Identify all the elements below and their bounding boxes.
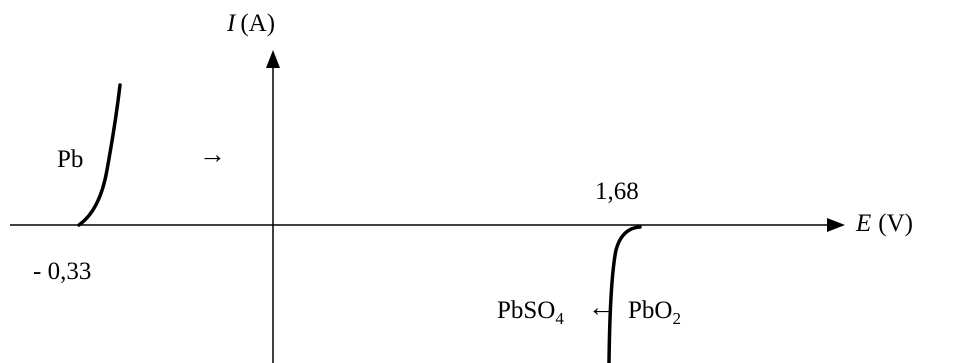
- pbso4-subscript: 4: [555, 309, 564, 328]
- y-axis-label: I (A): [227, 11, 275, 36]
- y-axis-symbol: I: [227, 10, 236, 37]
- pbo2-reduction-curve: [607, 225, 642, 363]
- x-axis-label: E (V): [856, 211, 913, 236]
- pb-label: Pb: [57, 146, 84, 173]
- oxidation-direction-arrow: →: [199, 139, 226, 169]
- pbso4-label: PbSO4: [497, 297, 564, 327]
- pb-potential-label: - 0,33: [33, 258, 92, 285]
- pb-oxidation-curve: [77, 83, 122, 227]
- x-axis-unit: (V): [878, 210, 913, 237]
- pbo2-potential-label: 1,68: [595, 178, 639, 205]
- y-axis-unit: (A): [240, 10, 276, 37]
- x-axis-arrowhead: [827, 218, 845, 232]
- y-axis-arrowhead: [266, 50, 280, 68]
- reduction-direction-arrow: ←: [588, 292, 615, 322]
- x-axis-symbol: E: [856, 210, 872, 237]
- pbo2-subscript: 2: [672, 309, 681, 328]
- pbo2-label: PbO2: [628, 297, 681, 327]
- pbso4-formula: PbSO: [497, 297, 556, 324]
- pbo2-formula: PbO: [628, 297, 673, 324]
